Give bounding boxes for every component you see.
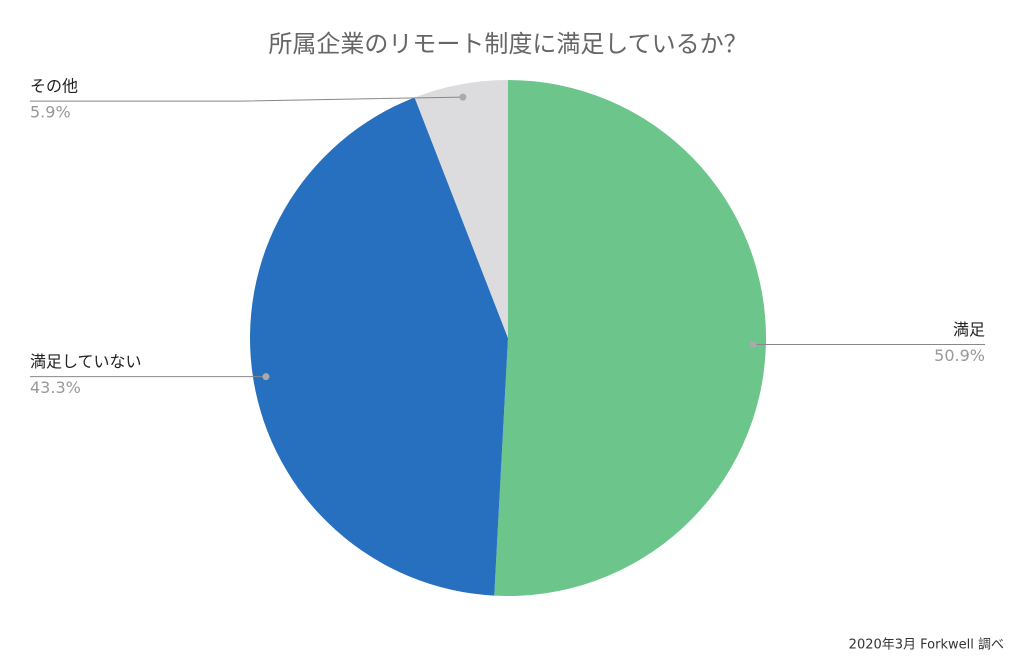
slice-label: 満足していない <box>30 352 142 371</box>
slice-value-label: 50.9% <box>934 346 985 365</box>
slice-label: その他 <box>30 77 78 96</box>
pie-slice <box>414 80 508 338</box>
pie-slice <box>250 97 508 596</box>
source-note: 2020年3月 Forkwell 調べ <box>849 638 1004 653</box>
chart-title: 所属企業のリモート制度に満足しているか？ <box>268 30 747 58</box>
slice-label: 満足 <box>953 320 985 339</box>
leader-dot <box>459 93 467 101</box>
leader-line <box>30 96 463 102</box>
leader-dot <box>262 373 270 381</box>
leader-dot <box>749 341 757 349</box>
pie-slice <box>494 80 767 597</box>
slice-value-label: 43.3% <box>30 378 81 397</box>
slice-value-label: 5.9% <box>30 103 71 122</box>
